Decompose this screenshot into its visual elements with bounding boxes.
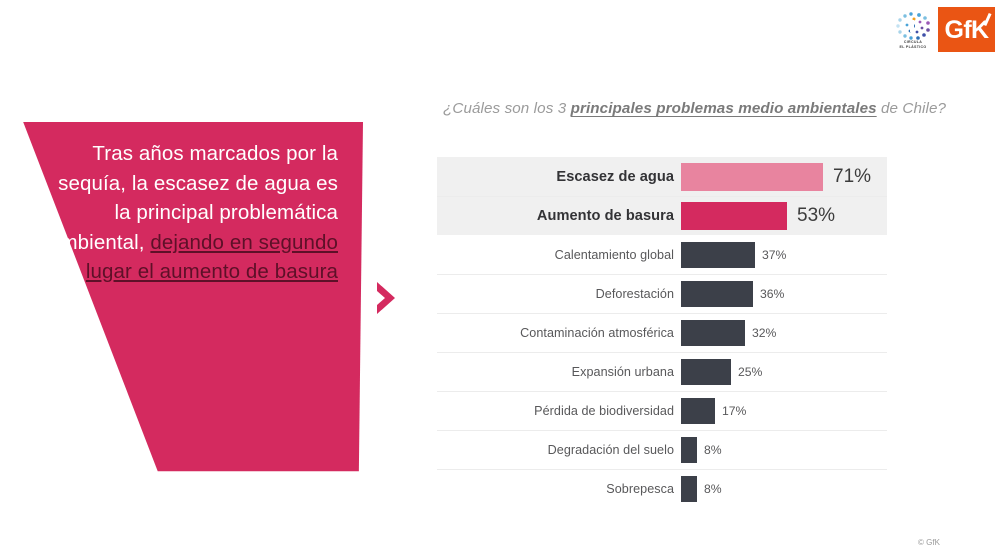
bar-track: 36% <box>681 281 784 307</box>
bar-fill <box>681 281 753 307</box>
bar-category-label: Deforestación <box>595 287 674 301</box>
question-prefix: ¿Cuáles son los 3 <box>443 100 571 117</box>
bar-fill <box>681 320 745 346</box>
bar-value-label: 25% <box>738 365 763 379</box>
chart-question-label: ¿Cuáles son los 3 principales problemas … <box>443 100 963 117</box>
gfk-logo: GfK <box>938 7 995 52</box>
callout-text-emphasis: dejando en segundo lugar el aumento de b… <box>85 230 338 284</box>
bar-category-label: Calentamiento global <box>554 247 674 262</box>
bar-category-label: Sobrepesca <box>606 482 674 496</box>
footer-copyright: © GfK <box>918 538 940 547</box>
bar-track: 25% <box>681 359 762 385</box>
bar-track: 37% <box>681 241 787 268</box>
bar-fill <box>681 437 697 463</box>
table-row: Deforestación 36% <box>437 274 887 313</box>
bar-value-label: 8% <box>704 482 722 496</box>
table-row: Contaminación atmosférica 32% <box>437 313 887 352</box>
bar-category-label: Expansión urbana <box>571 365 674 379</box>
bar-value-label: 32% <box>752 326 777 340</box>
bar-value-label: 36% <box>760 287 785 301</box>
chevron-right-arrow-icon <box>371 280 403 316</box>
table-row: Aumento de basura 53% <box>437 196 887 235</box>
bar-fill <box>681 476 697 502</box>
circula-el-plastico-icon <box>888 6 938 54</box>
question-emphasis: principales problemas medio ambientales <box>570 100 877 117</box>
bar-value-label: 37% <box>762 247 787 262</box>
horizontal-bar-chart: Escasez de agua 71% Aumento de basura 53… <box>437 157 887 508</box>
bar-fill <box>681 398 715 424</box>
bar-fill <box>681 202 787 230</box>
bar-value-label: 17% <box>722 404 747 418</box>
bar-fill <box>681 241 755 268</box>
callout-panel: Tras años marcados por la sequía, la esc… <box>18 122 363 482</box>
table-row: Calentamiento global 37% <box>437 235 887 274</box>
bar-track: 71% <box>681 162 872 191</box>
bar-category-label: Degradación del suelo <box>547 443 674 457</box>
bar-track: 53% <box>681 202 836 230</box>
callout-text: Tras años marcados por la sequía, la esc… <box>44 139 338 287</box>
bar-value-label: 71% <box>833 165 872 187</box>
table-row: Expansión urbana 25% <box>437 352 887 391</box>
bar-fill <box>681 162 823 191</box>
circula-caption-line1: CIRCULA <box>903 40 923 44</box>
callout-text-plain: Tras años marcados por la sequía, la esc… <box>48 142 338 254</box>
table-row: Degradación del suelo 8% <box>437 430 887 469</box>
bar-category-label: Contaminación atmosférica <box>520 326 674 340</box>
bar-value-label: 8% <box>704 443 722 457</box>
bar-category-label: Pérdida de biodiversidad <box>534 404 674 418</box>
bar-fill <box>681 359 731 385</box>
bar-value-label: 53% <box>797 205 836 226</box>
logo-area: CIRCULA EL PLÁSTICO GfK <box>880 0 1000 58</box>
question-suffix: de Chile? <box>876 100 947 117</box>
bar-track: 8% <box>681 476 722 502</box>
bar-category-label: Aumento de basura <box>536 208 674 224</box>
circula-caption-line2: EL PLÁSTICO <box>899 44 927 49</box>
table-row: Escasez de agua 71% <box>437 157 887 196</box>
bar-track: 8% <box>681 437 722 463</box>
table-row: Pérdida de biodiversidad 17% <box>437 391 887 430</box>
gfk-logo-text: GfK <box>944 16 989 44</box>
bar-track: 17% <box>681 398 746 424</box>
circula-logo-caption: CIRCULA EL PLÁSTICO <box>880 40 946 50</box>
bar-track: 32% <box>681 320 776 346</box>
bar-category-label: Escasez de agua <box>556 168 674 185</box>
table-row: Sobrepesca 8% <box>437 469 887 508</box>
